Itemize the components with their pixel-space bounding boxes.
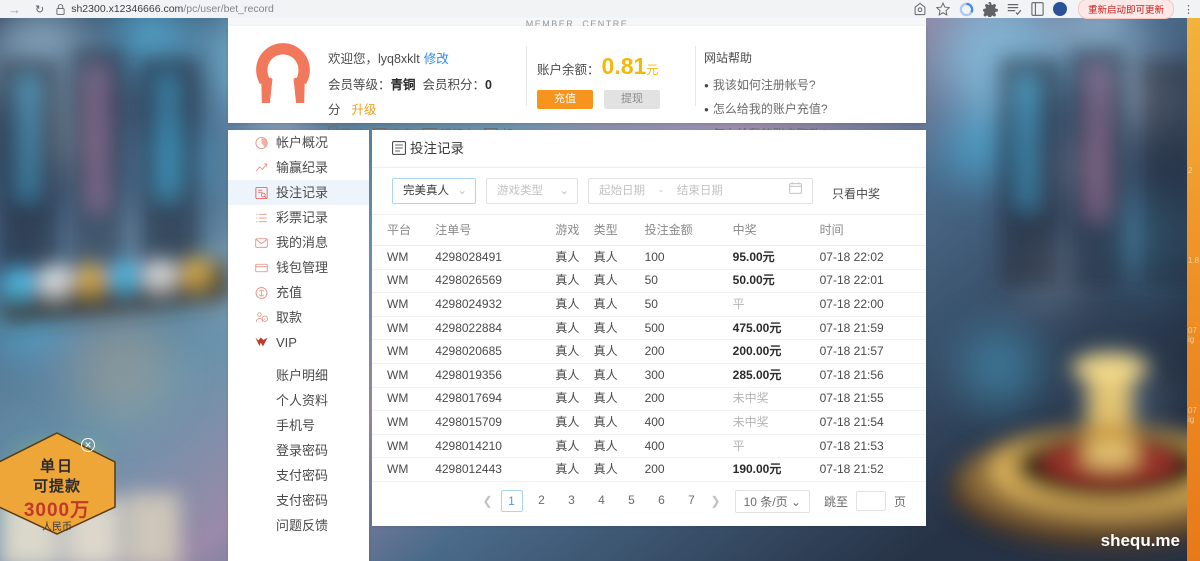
svg-text:¥: ¥	[264, 317, 266, 321]
